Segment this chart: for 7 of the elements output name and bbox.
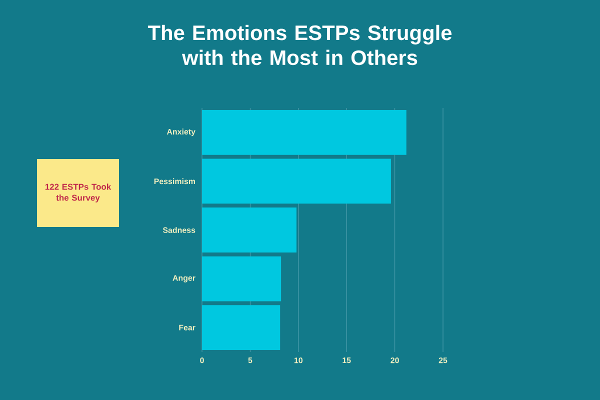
bar	[202, 110, 406, 155]
bar	[202, 208, 296, 252]
bar	[202, 256, 282, 302]
chart-title: The Emotions ESTPs Struggle with the Most in Others	[148, 24, 452, 66]
bar	[202, 158, 391, 204]
bar	[202, 305, 280, 350]
text: 122 ESTPs Took the Survey	[45, 184, 112, 202]
